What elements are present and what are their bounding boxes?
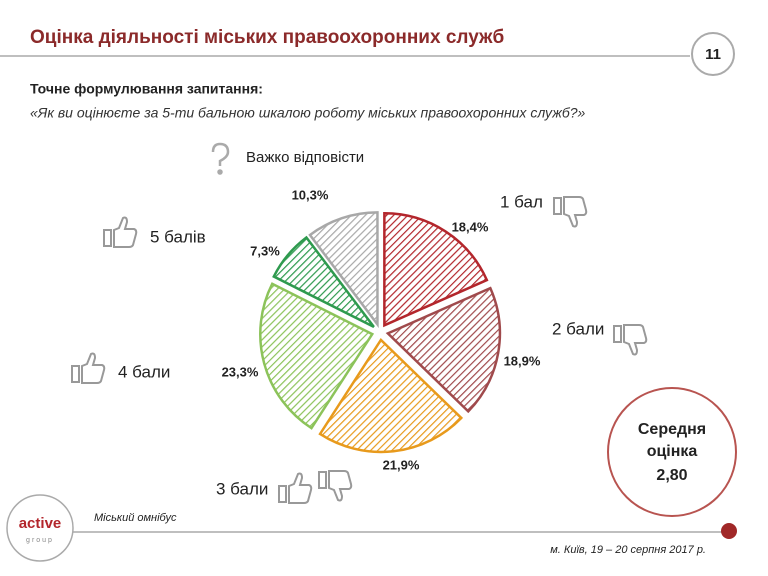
category-label: Важко відповісти xyxy=(246,149,364,166)
mean-box xyxy=(607,387,737,517)
value-label: 7,3% xyxy=(250,243,280,258)
question: «Як ви оцінюєте за 5-ти бальною шкалою р… xyxy=(30,105,586,121)
icon-part xyxy=(217,169,223,175)
icon-part xyxy=(288,472,313,504)
logo-text: active xyxy=(19,515,62,532)
value-label: 18,4% xyxy=(452,219,489,234)
category-label: 4 бали xyxy=(118,362,170,381)
category-label: 5 балів xyxy=(150,227,206,246)
pie-slice xyxy=(272,235,375,328)
icon-part xyxy=(613,325,622,343)
page-badge xyxy=(691,32,735,76)
pie-slice xyxy=(385,286,502,414)
icon-part xyxy=(211,142,230,166)
icon xyxy=(318,470,353,502)
icon xyxy=(278,472,313,504)
category-label: 3 бали xyxy=(216,479,268,498)
icon-part xyxy=(328,470,353,502)
value-label: 21,9% xyxy=(383,457,420,472)
icon-part xyxy=(553,197,562,215)
footer-dot xyxy=(721,523,737,539)
pie-slice xyxy=(308,211,379,329)
category-label: 1 бал xyxy=(500,192,543,211)
value-label: 23,3% xyxy=(222,364,259,379)
value-label: 18,9% xyxy=(504,353,541,368)
icon xyxy=(553,196,588,228)
source: Міський омнібус xyxy=(94,512,177,524)
icon-part xyxy=(81,352,106,384)
footer-date: м. Київ, 19 – 20 серпня 2017 р. xyxy=(550,544,706,556)
question-heading: Точне формулювання запитання: xyxy=(30,81,263,97)
icon-part xyxy=(623,324,648,356)
icon xyxy=(71,352,106,384)
icon-part xyxy=(318,471,327,489)
icon-part xyxy=(563,196,588,228)
category-label: 2 бали xyxy=(552,319,604,338)
logo xyxy=(6,494,74,562)
icon xyxy=(613,324,648,356)
pie-slice xyxy=(259,282,375,430)
page-number: 11 xyxy=(705,46,721,63)
mean-label: Середня xyxy=(638,421,706,438)
value-label: 10,3% xyxy=(292,187,329,202)
title: Оцінка діяльності міських правоохоронних… xyxy=(30,27,504,48)
icon xyxy=(211,142,230,175)
icon-part xyxy=(113,216,138,248)
pie-slice xyxy=(318,337,464,454)
mean-label: оцінка xyxy=(647,443,698,460)
icon xyxy=(103,216,138,248)
mean-value: 2,80 xyxy=(656,467,687,484)
icon-part xyxy=(103,229,112,247)
pie-slice xyxy=(383,212,489,328)
logo-text: group xyxy=(26,537,54,544)
icon-part xyxy=(278,485,287,503)
icon-part xyxy=(71,365,80,383)
